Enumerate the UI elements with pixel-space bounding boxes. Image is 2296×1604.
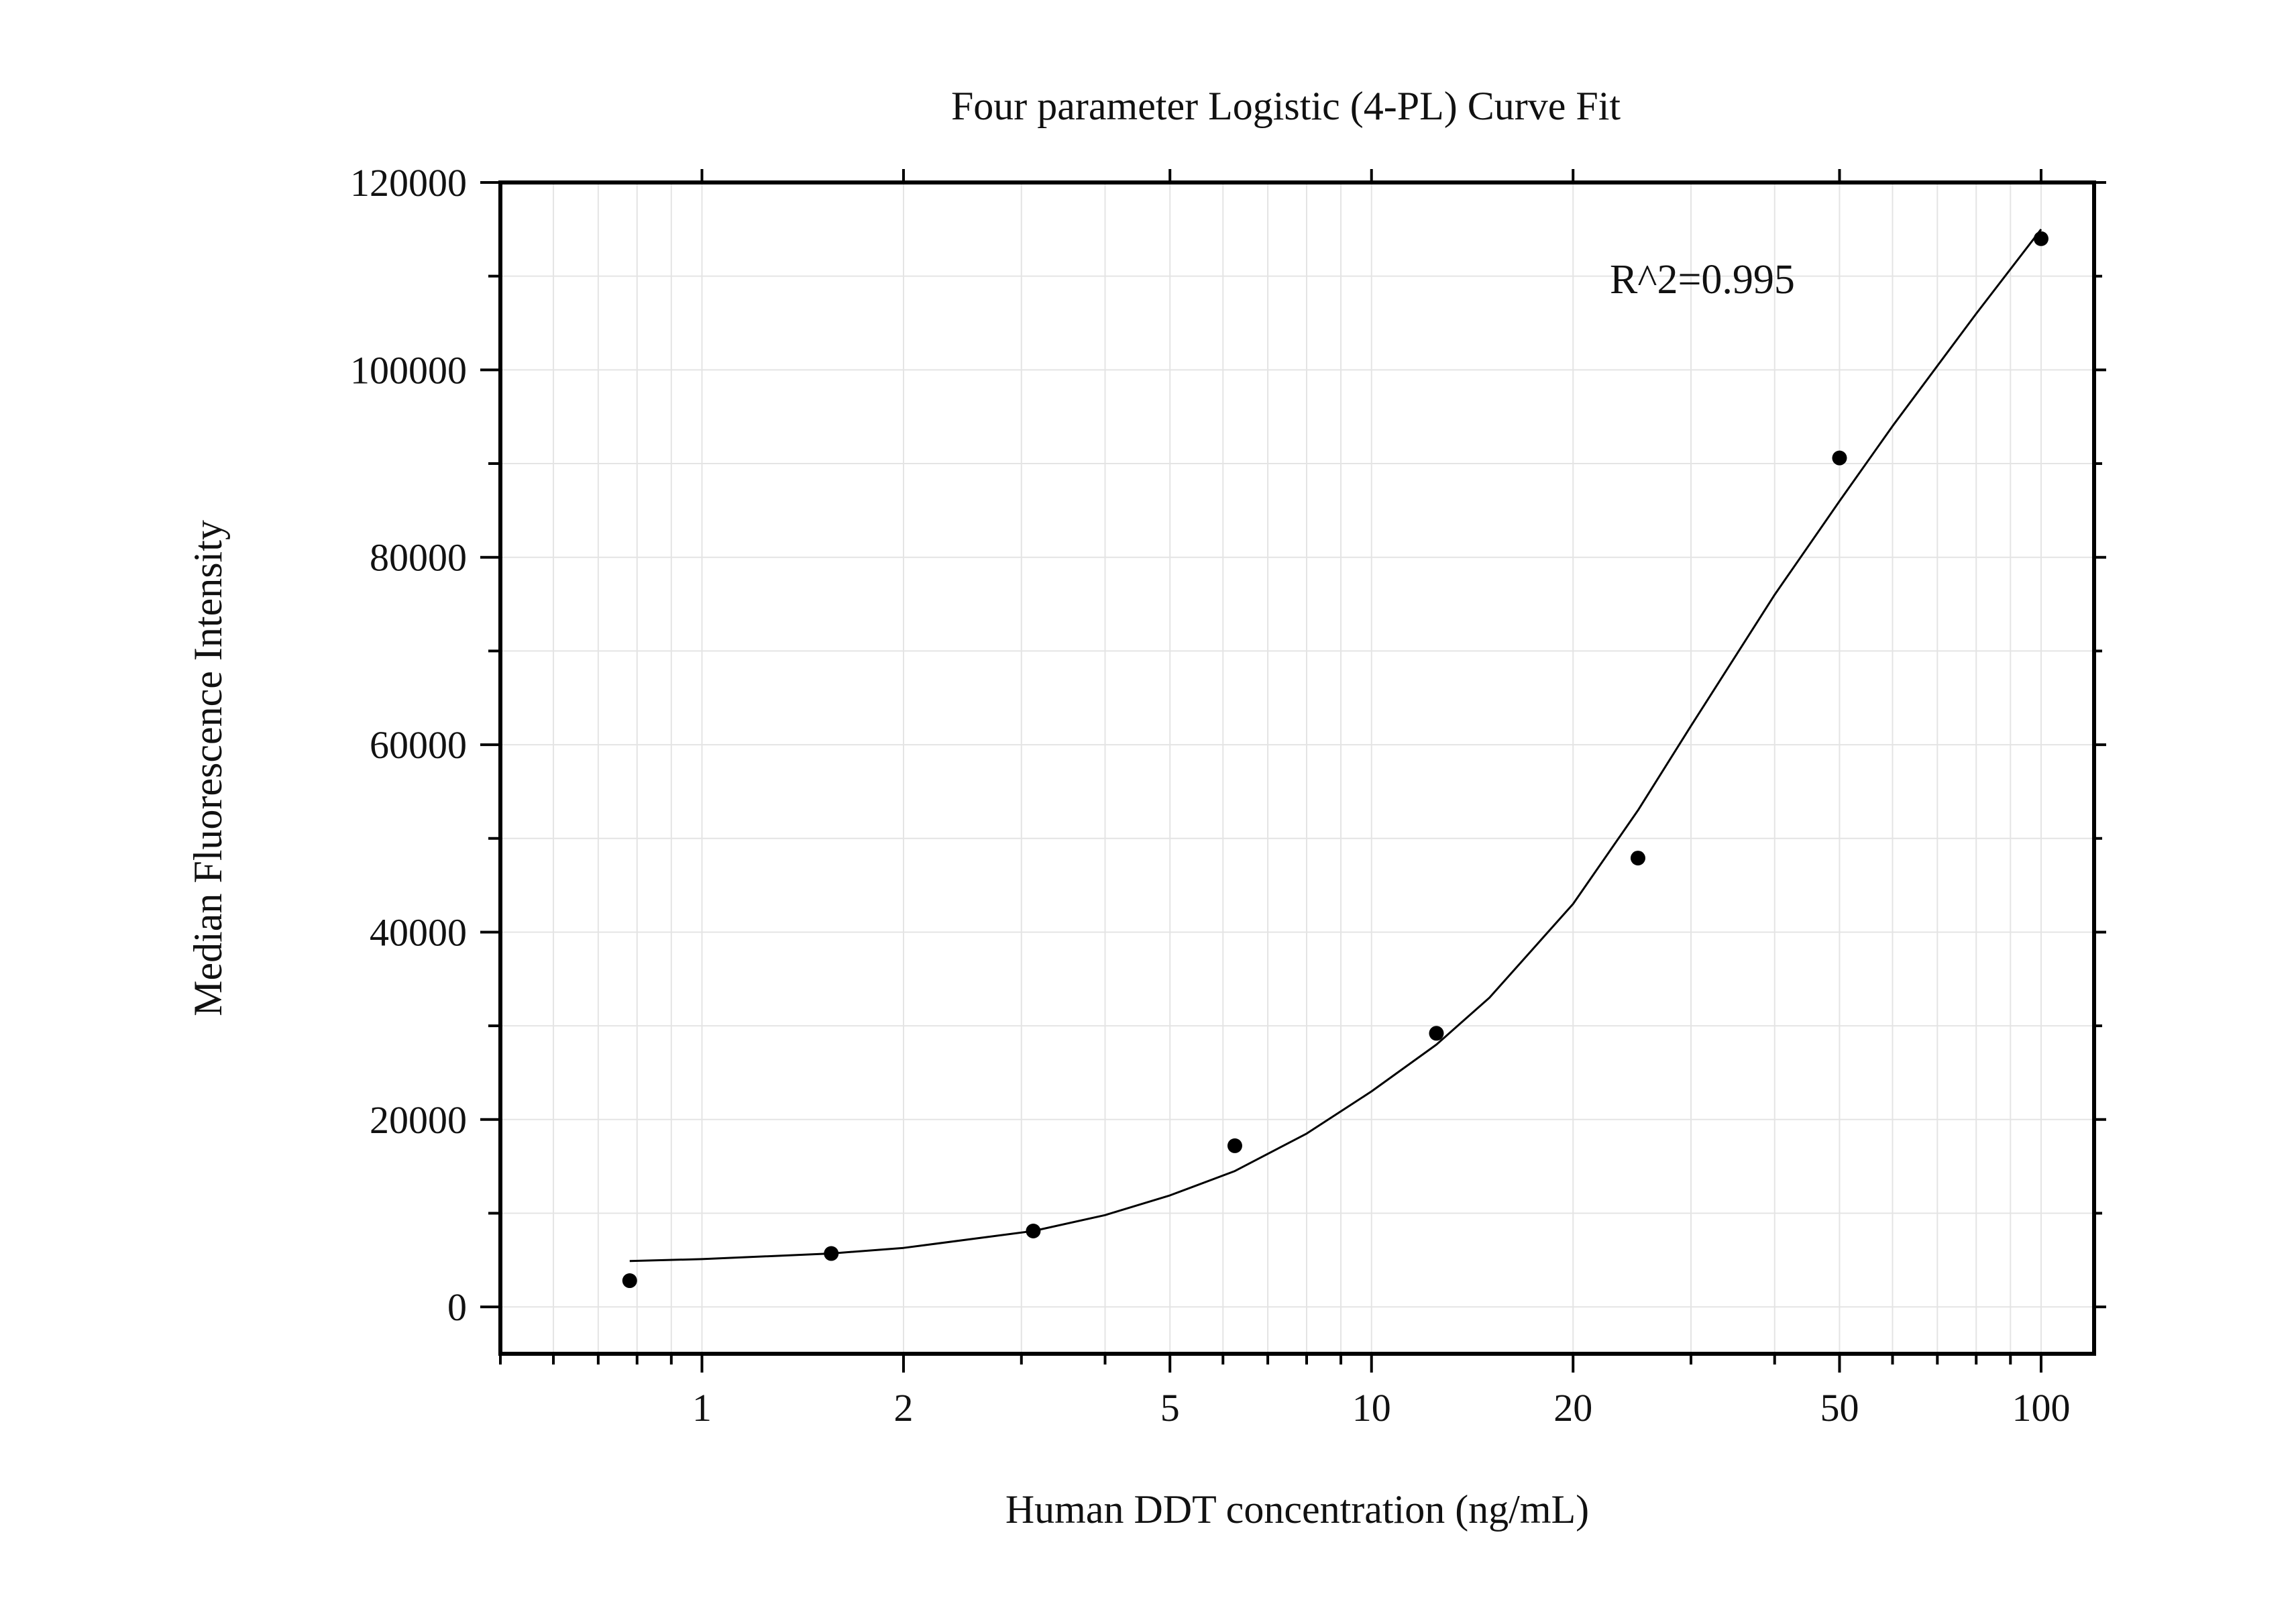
x-tick-label: 2: [893, 1386, 913, 1430]
r-squared-annotation: R^2=0.995: [1610, 257, 1795, 303]
data-point: [1429, 1026, 1444, 1041]
data-point: [1832, 450, 1847, 466]
x-tick-label: 5: [1160, 1386, 1180, 1430]
y-tick-label: 80000: [370, 536, 467, 580]
y-tick-label: 40000: [370, 910, 467, 954]
axis-ticks: 1 2 5 10 20 50 100 0 20000 40000 60000 80000 100000 1…: [350, 161, 2106, 1430]
y-tick-label: 120000: [350, 161, 467, 205]
data-point: [1227, 1138, 1242, 1153]
x-axis-label: Human DDT concentration (ng/mL): [1005, 1487, 1589, 1532]
x-tick-label: 20: [1553, 1386, 1592, 1430]
data-point: [2033, 231, 2048, 246]
x-tick-label: 50: [1820, 1386, 1859, 1430]
data-point: [1026, 1224, 1041, 1239]
y-tick-label: 60000: [370, 723, 467, 767]
fit-curve: [629, 228, 2042, 1263]
data-point: [622, 1273, 637, 1289]
x-tick-label: 100: [2012, 1386, 2070, 1430]
plot-frame: [498, 180, 2096, 1356]
y-tick-label: 20000: [370, 1098, 467, 1142]
chart-title: Four parameter Logistic (4-PL) Curve Fit: [951, 84, 1621, 128]
data-point: [1630, 851, 1645, 866]
x-tick-label: 10: [1352, 1386, 1391, 1430]
plot-series: [622, 228, 2048, 1289]
y-axis-label: Median Fluorescence Intensity: [186, 520, 230, 1016]
y-tick-label: 0: [447, 1285, 467, 1329]
y-tick-label: 100000: [350, 348, 467, 392]
grid: [500, 182, 2094, 1354]
data-point: [824, 1246, 839, 1261]
x-tick-label: 1: [692, 1386, 712, 1430]
